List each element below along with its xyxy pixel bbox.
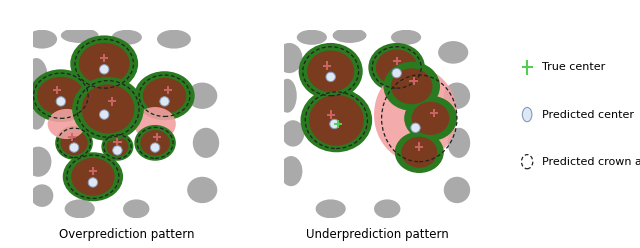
- Ellipse shape: [37, 77, 84, 115]
- Ellipse shape: [25, 58, 47, 96]
- Ellipse shape: [27, 99, 46, 130]
- Ellipse shape: [297, 30, 327, 45]
- Ellipse shape: [412, 102, 449, 135]
- Ellipse shape: [71, 158, 115, 196]
- Text: Predicted crown area: Predicted crown area: [542, 157, 640, 167]
- Circle shape: [99, 110, 109, 119]
- Circle shape: [160, 97, 169, 106]
- Ellipse shape: [81, 84, 134, 133]
- Ellipse shape: [112, 30, 142, 45]
- Ellipse shape: [444, 177, 470, 203]
- Ellipse shape: [187, 177, 218, 203]
- Ellipse shape: [134, 71, 195, 120]
- Ellipse shape: [376, 50, 417, 85]
- Ellipse shape: [307, 51, 355, 92]
- Ellipse shape: [101, 132, 133, 161]
- Ellipse shape: [193, 128, 219, 158]
- Circle shape: [99, 65, 109, 74]
- Ellipse shape: [123, 199, 150, 218]
- Ellipse shape: [447, 128, 470, 158]
- Circle shape: [326, 72, 335, 82]
- Ellipse shape: [282, 120, 304, 147]
- Circle shape: [150, 143, 160, 152]
- Ellipse shape: [65, 199, 95, 218]
- Text: Underprediction pattern: Underprediction pattern: [307, 228, 449, 241]
- Circle shape: [113, 146, 122, 155]
- Ellipse shape: [25, 147, 51, 177]
- Ellipse shape: [47, 109, 85, 139]
- Ellipse shape: [140, 130, 170, 156]
- Circle shape: [411, 123, 420, 132]
- Ellipse shape: [187, 83, 218, 109]
- Ellipse shape: [55, 126, 93, 160]
- Ellipse shape: [276, 43, 303, 73]
- Ellipse shape: [63, 152, 123, 201]
- Ellipse shape: [438, 41, 468, 64]
- Ellipse shape: [134, 107, 176, 141]
- Ellipse shape: [383, 62, 440, 111]
- Ellipse shape: [391, 68, 433, 104]
- Ellipse shape: [27, 30, 57, 49]
- Circle shape: [56, 97, 65, 106]
- Ellipse shape: [309, 95, 364, 146]
- Ellipse shape: [31, 184, 53, 207]
- Ellipse shape: [61, 28, 99, 43]
- Circle shape: [392, 68, 401, 78]
- Ellipse shape: [61, 131, 88, 155]
- Ellipse shape: [157, 30, 191, 49]
- Ellipse shape: [278, 79, 297, 113]
- Ellipse shape: [106, 137, 129, 156]
- Ellipse shape: [374, 67, 457, 162]
- Ellipse shape: [72, 77, 144, 141]
- Ellipse shape: [299, 43, 363, 99]
- Ellipse shape: [280, 156, 303, 186]
- Ellipse shape: [395, 131, 444, 173]
- Ellipse shape: [444, 83, 470, 109]
- Circle shape: [69, 143, 79, 152]
- Ellipse shape: [404, 96, 457, 141]
- Ellipse shape: [333, 28, 367, 43]
- Ellipse shape: [79, 43, 130, 84]
- Text: True center: True center: [542, 62, 605, 72]
- Ellipse shape: [369, 43, 425, 92]
- Ellipse shape: [391, 30, 421, 45]
- Ellipse shape: [134, 125, 176, 161]
- Ellipse shape: [70, 35, 138, 92]
- Ellipse shape: [316, 199, 346, 218]
- Ellipse shape: [301, 88, 372, 152]
- Text: Overprediction pattern: Overprediction pattern: [59, 228, 195, 241]
- Text: Predicted center: Predicted center: [542, 110, 634, 120]
- Circle shape: [522, 107, 532, 122]
- Ellipse shape: [29, 69, 93, 122]
- Ellipse shape: [143, 78, 186, 114]
- Circle shape: [330, 119, 339, 129]
- Ellipse shape: [401, 137, 437, 168]
- Circle shape: [88, 178, 98, 187]
- Ellipse shape: [374, 199, 401, 218]
